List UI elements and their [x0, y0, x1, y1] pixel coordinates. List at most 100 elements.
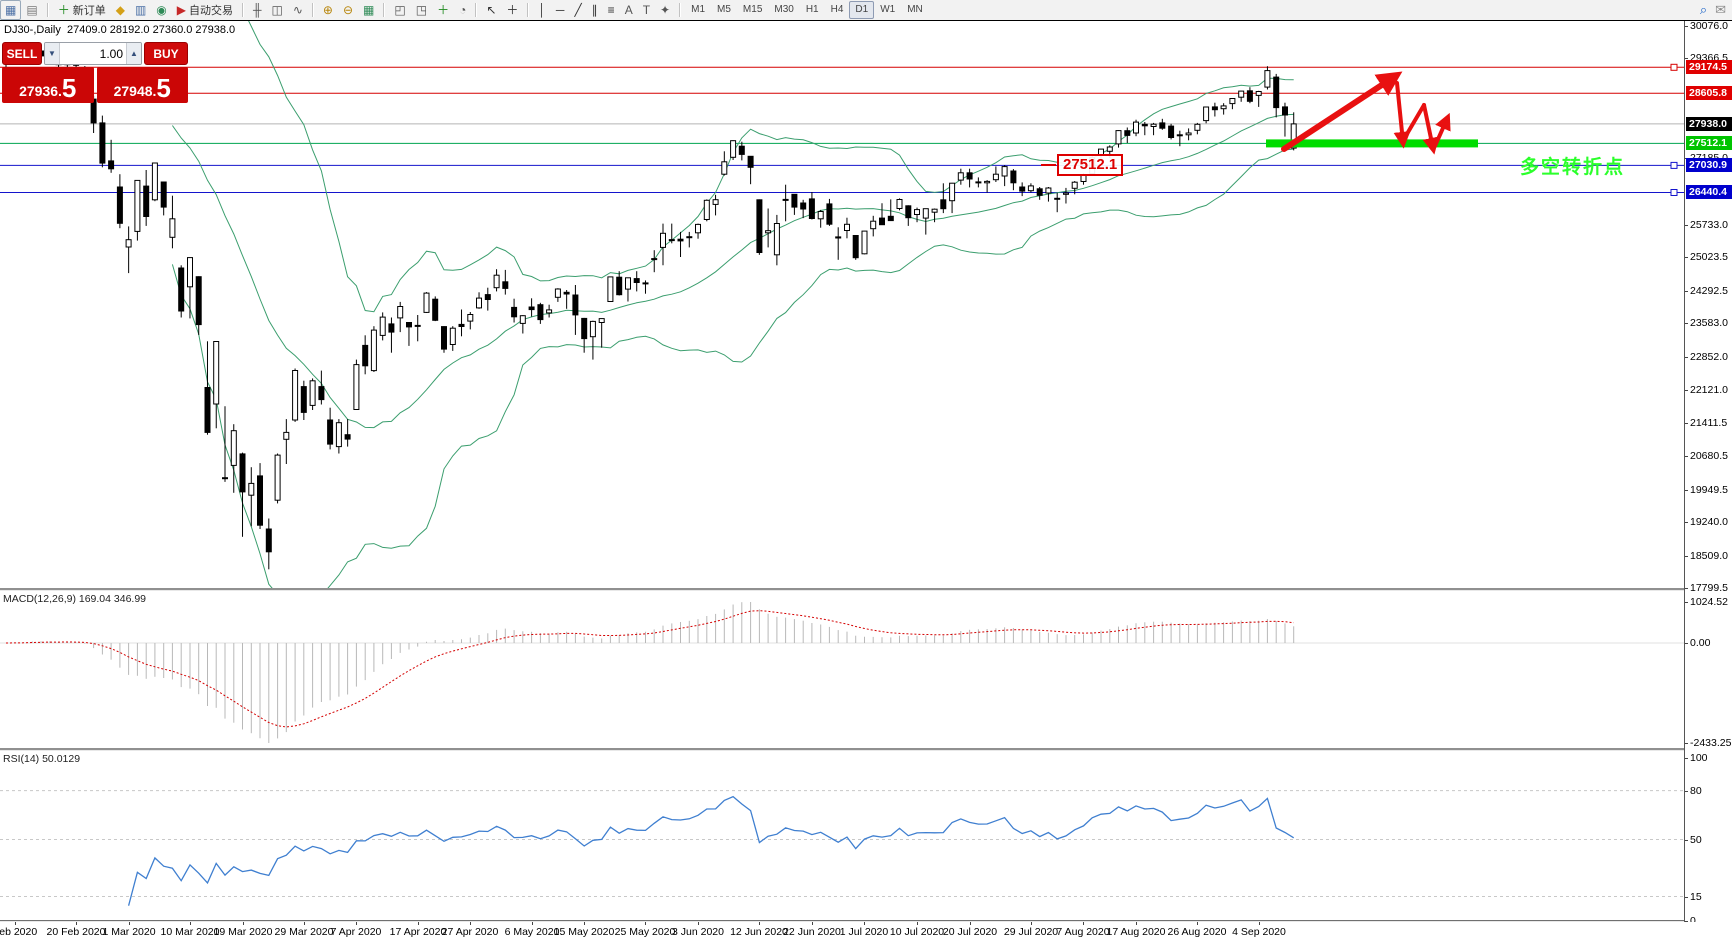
turning-point-note[interactable]: 多空转折点	[1520, 157, 1626, 178]
autoscroll-button[interactable]: ◳	[411, 0, 432, 20]
time-tick-label: 20 Feb 2020	[46, 926, 106, 938]
zoom-out-button[interactable]: ⊖	[338, 0, 358, 20]
price-line-label: 27030.9	[1686, 158, 1732, 172]
new-order-icon-label: 新订单	[72, 5, 106, 17]
price-tick-mark	[1685, 490, 1688, 491]
tile-windows-icon: ▦	[363, 3, 375, 17]
timeframe-m1-button[interactable]: M1	[691, 4, 706, 15]
rsi-tick-mark	[1685, 897, 1688, 898]
time-tick-mark	[1136, 922, 1137, 925]
price-tick-label: 20680.5	[1690, 450, 1728, 462]
timeframe-d1-button[interactable]: D1	[849, 1, 875, 19]
lot-increase-icon[interactable]: ▲	[126, 43, 141, 64]
macd-scale-label: 0.00	[1690, 637, 1711, 649]
line-chart-button[interactable]: ∿	[288, 0, 308, 20]
fibonacci-button[interactable]: ≡	[603, 0, 620, 20]
timeframe-w1-button[interactable]: W1	[880, 4, 896, 15]
pane-divider[interactable]	[0, 588, 1732, 591]
crosshair-button[interactable]: ＋	[501, 0, 523, 20]
data-window-icon: ▥	[134, 3, 147, 17]
price-tick-mark	[1685, 522, 1688, 523]
macd-scale-label: -2433.25	[1690, 737, 1732, 749]
price-chart[interactable]	[0, 21, 1684, 590]
label-icon: T	[642, 3, 651, 17]
price-tick-label: 18509.0	[1690, 550, 1728, 562]
rsi-pane[interactable]	[0, 750, 1684, 922]
vertical-line-button[interactable]: │	[533, 0, 551, 20]
data-window-button[interactable]: ▥	[130, 0, 151, 20]
toolbar-separator	[46, 3, 49, 17]
time-tick-mark	[759, 922, 760, 925]
cursor-button[interactable]: ↖	[481, 0, 501, 20]
timeframe-m30-button[interactable]: M30	[774, 4, 794, 15]
macd-indicator-label: MACD(12,26,9) 169.04 346.99	[3, 593, 147, 605]
rsi-scale-label: 50	[1690, 834, 1702, 846]
toolbar-right: ⌕ ✉	[1699, 2, 1726, 17]
candlestick-chart-button[interactable]: ◫	[267, 0, 288, 20]
timeframe-m15-button[interactable]: M15	[742, 4, 763, 15]
autotrading-icon-label: 自动交易	[189, 5, 233, 17]
text-icon: A	[624, 3, 633, 17]
callout-pointer	[1041, 164, 1056, 166]
trendline-button[interactable]: ╱	[569, 0, 586, 20]
time-tick-mark	[864, 922, 865, 925]
bar-chart-button[interactable]: ╫	[248, 0, 267, 20]
lot-size-input[interactable]	[60, 43, 126, 64]
new-chart-button[interactable]: ▦	[0, 0, 22, 20]
sell-price-display[interactable]: 27936. 5	[2, 67, 94, 103]
zoom-in-button[interactable]: ⊕	[318, 0, 338, 20]
chart-window[interactable]: DJ30-,Daily 27409.0 28192.0 27360.0 2793…	[0, 20, 1732, 940]
new-order-button[interactable]: ＋新订单	[53, 0, 111, 20]
timeframe-m5-button[interactable]: M5	[717, 4, 731, 15]
toolbar-separator	[679, 3, 682, 17]
price-line-label: 26440.4	[1686, 185, 1732, 199]
horizontal-line-button[interactable]: ─	[551, 0, 570, 20]
macd-tick-mark	[1685, 602, 1688, 603]
indicators-button[interactable]: ＋	[432, 0, 454, 20]
bar-chart-icon: ╫	[253, 3, 262, 17]
channel-icon: ∥	[591, 3, 598, 17]
chat-icon[interactable]: ✉	[1715, 2, 1726, 17]
timeframe-h1-button[interactable]: H1	[805, 4, 819, 15]
lot-dropdown-icon[interactable]: ▼	[45, 43, 60, 64]
price-line-label: 27512.1	[1686, 136, 1732, 150]
tile-windows-button[interactable]: ▦	[358, 0, 379, 20]
rsi-tick-mark	[1685, 921, 1688, 922]
buy-button[interactable]: BUY	[144, 42, 188, 65]
market-watch-icon: ◆	[115, 3, 125, 17]
market-watch-button[interactable]: ◆	[111, 0, 130, 20]
price-tick-mark	[1685, 58, 1688, 59]
time-tick-mark	[584, 922, 585, 925]
chart-profiles-button[interactable]: ▤	[21, 0, 42, 20]
text-button[interactable]: A	[620, 0, 638, 20]
macd-pane[interactable]	[0, 590, 1684, 750]
time-tick-label: 3 Jun 2020	[672, 926, 724, 938]
time-tick-label: 6 May 2020	[504, 926, 560, 938]
rsi-scale-label: 100	[1690, 752, 1708, 764]
price-tick-label: 24292.5	[1690, 285, 1728, 297]
arrows-button[interactable]: ✦	[655, 0, 675, 20]
time-tick-label: Feb 2020	[0, 926, 38, 938]
channel-button[interactable]: ∥	[587, 0, 603, 20]
price-callout-box[interactable]: 27512.1	[1057, 154, 1124, 176]
price-axis[interactable]: 30076.029366.527185.025733.025023.524292…	[1684, 20, 1732, 927]
periods-button[interactable]: ◔	[454, 0, 471, 20]
price-tick-mark	[1685, 423, 1688, 424]
timeframe-h4-button[interactable]: H4	[830, 4, 844, 15]
price-tick-mark	[1685, 225, 1688, 226]
buy-price-display[interactable]: 27948. 5	[96, 67, 188, 103]
arrange-windows-button[interactable]: ◰	[389, 0, 410, 20]
time-tick-label: 15 May 2020	[553, 926, 615, 938]
news-button[interactable]: ◉	[151, 0, 171, 20]
sell-button[interactable]: SELL	[2, 42, 42, 65]
autotrading-button[interactable]: ▶ 自动交易	[172, 0, 238, 20]
new-chart-icon: ▦	[5, 3, 17, 17]
time-tick-mark	[1197, 922, 1198, 925]
time-tick-label: 1 Mar 2020	[102, 926, 156, 938]
timeframe-mn-button[interactable]: MN	[907, 4, 923, 15]
line-chart-icon: ∿	[292, 3, 303, 17]
pane-divider[interactable]	[0, 748, 1732, 751]
label-button[interactable]: T	[638, 0, 655, 20]
search-icon[interactable]: ⌕	[1699, 2, 1708, 17]
